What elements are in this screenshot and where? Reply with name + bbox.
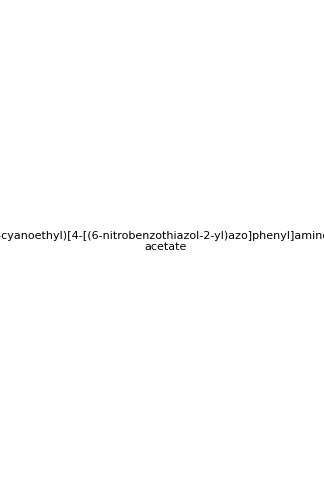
Text: 2-[(2-cyanoethyl)[4-[(6-nitrobenzothiazol-2-yl)azo]phenyl]amino]ethyl acetate: 2-[(2-cyanoethyl)[4-[(6-nitrobenzothiazo… xyxy=(0,230,324,252)
